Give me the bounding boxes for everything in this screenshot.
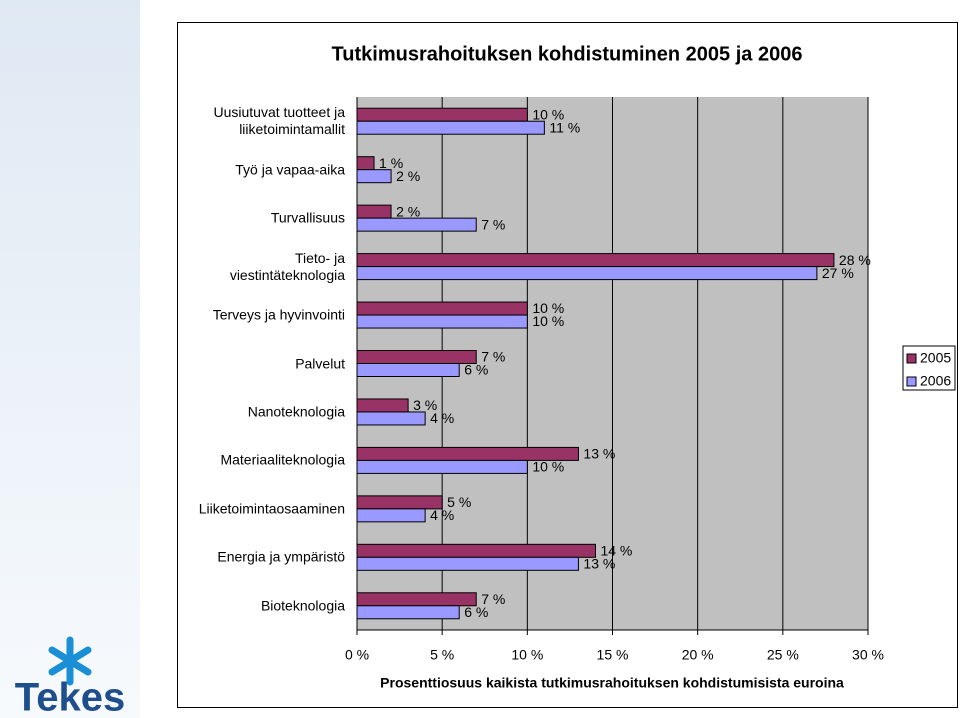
bar xyxy=(356,411,426,426)
data-label: 6 % xyxy=(464,604,488,620)
x-tick-label: 0 % xyxy=(345,647,369,663)
data-label: 7 % xyxy=(481,349,505,365)
bar xyxy=(356,543,596,558)
data-label: 10 % xyxy=(532,106,564,122)
data-label: 28 % xyxy=(839,252,871,268)
y-tick-label: Terveys ja hyvinvointi xyxy=(212,306,345,323)
legend-label: 2005 xyxy=(920,350,951,366)
data-label: 10 % xyxy=(532,459,564,475)
data-label: 4 % xyxy=(430,507,454,523)
bar xyxy=(356,350,477,364)
logo-mark xyxy=(48,636,92,686)
bar xyxy=(356,556,579,571)
bar xyxy=(356,605,460,620)
data-label: 7 % xyxy=(481,591,505,607)
data-label: 3 % xyxy=(413,397,437,413)
data-label: 14 % xyxy=(600,543,632,559)
data-label: 5 % xyxy=(447,494,471,510)
x-tick-label: 10 % xyxy=(511,647,543,663)
x-tick-label: 20 % xyxy=(682,647,714,663)
legend-label: 2006 xyxy=(920,373,951,389)
x-tick-label: 15 % xyxy=(597,647,629,663)
y-tick-label: Energia ja ympäristö xyxy=(217,548,345,565)
data-label: 7 % xyxy=(481,216,505,232)
data-label: 10 % xyxy=(532,300,564,316)
y-tick-label: Bioteknologia xyxy=(260,597,345,614)
y-tick-label: Tieto- ja viestintäteknologia xyxy=(229,249,345,283)
data-label: 13 % xyxy=(583,446,615,462)
x-tick-label: 25 % xyxy=(767,647,799,663)
bar xyxy=(356,508,426,523)
data-label: 2 % xyxy=(396,168,420,184)
bar xyxy=(356,120,545,135)
data-label: 10 % xyxy=(532,313,564,329)
y-tick-label: Työ ja vapaa-aika xyxy=(235,161,345,178)
legend-swatch xyxy=(906,376,917,387)
data-label: 13 % xyxy=(583,556,615,572)
y-tick-label: Nanoteknologia xyxy=(247,403,345,420)
y-tick-label: Liiketoimintaosaaminen xyxy=(198,500,345,517)
bar xyxy=(356,363,460,377)
bar xyxy=(356,398,409,413)
y-tick-label: Palvelut xyxy=(295,355,345,371)
bar xyxy=(356,459,528,474)
y-tick-label: Uusiutuvat tuotteet ja liiketoimintamall… xyxy=(213,104,345,138)
bar xyxy=(356,253,835,268)
data-label: 1 % xyxy=(379,155,403,171)
bar xyxy=(356,592,477,607)
legend-swatch xyxy=(906,353,917,364)
side-band xyxy=(0,0,140,718)
y-tick-label: Turvallisuus xyxy=(270,209,345,226)
data-label: 2 % xyxy=(396,203,420,219)
bar xyxy=(356,301,528,316)
bar xyxy=(356,107,528,122)
bar xyxy=(356,217,477,232)
chart-title: Tutkimusrahoituksen kohdistuminen 2005 j… xyxy=(332,43,803,65)
data-label: 4 % xyxy=(430,410,454,426)
x-tick-label: 30 % xyxy=(852,647,884,663)
x-axis-title: Prosenttiosuus kaikista tutkimusrahoituk… xyxy=(380,675,844,691)
bar xyxy=(356,266,818,281)
bar xyxy=(356,314,528,329)
x-tick-label: 5 % xyxy=(430,647,454,663)
logo-text: Tekes xyxy=(15,676,125,718)
data-label: 11 % xyxy=(549,119,580,135)
bar xyxy=(356,156,375,171)
data-label: 27 % xyxy=(822,265,854,281)
bar xyxy=(356,169,392,184)
bar xyxy=(356,204,392,219)
y-tick-label: Materiaaliteknologia xyxy=(220,451,345,468)
data-label: 6 % xyxy=(464,362,488,378)
